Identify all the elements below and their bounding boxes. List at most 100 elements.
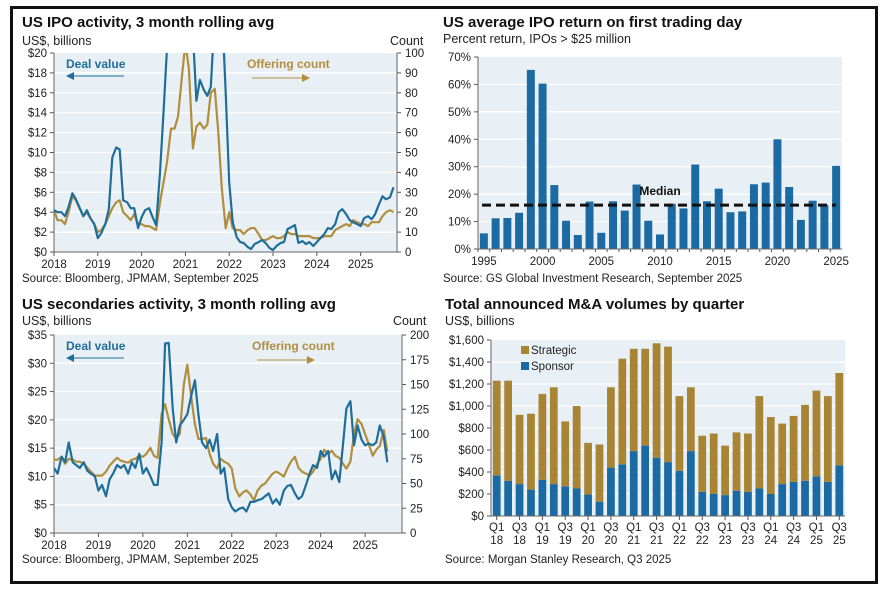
x-tick-label: 2019 xyxy=(85,259,111,271)
x-tick-label-year: 20 xyxy=(582,535,595,547)
bar-sponsor xyxy=(744,491,752,516)
x-tick-label-year: 19 xyxy=(536,535,549,547)
y-tick-label: 10% xyxy=(448,217,471,229)
y2-tick-label: 0 xyxy=(405,247,411,259)
y2-tick-label: 100 xyxy=(405,48,424,60)
bar-sponsor xyxy=(618,464,627,516)
x-tick-label-quarter: Q3 xyxy=(695,522,710,534)
offering-count-line xyxy=(54,363,389,502)
legend-label-strategic: Strategic xyxy=(531,345,577,357)
bar-strategic xyxy=(607,387,615,468)
x-tick-label: 2025 xyxy=(348,259,374,271)
bar-sponsor xyxy=(492,475,501,516)
x-tick-label: 2024 xyxy=(308,540,334,552)
bar-strategic xyxy=(504,380,513,481)
y2-tick-label: 0 xyxy=(410,528,416,540)
bar xyxy=(796,219,805,249)
deal-value-annotation: Deal value xyxy=(66,57,126,71)
bar-sponsor xyxy=(801,480,809,516)
y-tick-label: $0 xyxy=(471,511,484,523)
bar-strategic xyxy=(686,387,695,452)
y-tick-label: $400 xyxy=(458,467,484,479)
bar xyxy=(609,201,618,249)
bar xyxy=(644,220,653,249)
x-tick-label-year: 22 xyxy=(673,535,686,547)
x-tick-label: 1995 xyxy=(471,256,497,268)
x-tick-label: 2005 xyxy=(588,256,614,268)
x-tick-label-year: 20 xyxy=(605,535,618,547)
y-tick-label: $1,200 xyxy=(449,379,484,391)
bar xyxy=(785,187,794,249)
bar-sponsor xyxy=(686,451,695,516)
x-tick-label: 2025 xyxy=(823,256,849,268)
bar-strategic xyxy=(709,433,718,494)
bar xyxy=(714,188,723,249)
legend-swatch-strategic xyxy=(521,346,529,354)
bar xyxy=(550,185,559,249)
x-tick-label: 2000 xyxy=(530,256,556,268)
x-tick-label: 2022 xyxy=(219,540,245,552)
left-arrow-icon xyxy=(66,72,74,80)
offering-count-annotation: Offering count xyxy=(247,57,330,71)
y2-tick-label: 70 xyxy=(405,108,418,120)
bar xyxy=(479,233,488,249)
x-tick-label: 2021 xyxy=(175,540,201,552)
y2-tick-label: 150 xyxy=(410,380,429,392)
bar-sponsor xyxy=(641,445,650,516)
y-tick-label: $14 xyxy=(28,108,48,120)
x-tick-label-year: 19 xyxy=(559,535,572,547)
x-tick-label-quarter: Q3 xyxy=(786,522,801,534)
x-tick-label-quarter: Q3 xyxy=(649,522,664,534)
x-tick-label: 2025 xyxy=(352,540,378,552)
plot-area xyxy=(54,335,402,533)
y2-tick-label: 80 xyxy=(405,88,418,100)
bar xyxy=(632,184,641,249)
x-tick-label-year: 22 xyxy=(696,535,709,547)
y-tick-label: $18 xyxy=(28,68,47,80)
x-tick-label-year: 18 xyxy=(490,535,503,547)
x-tick-label: 2021 xyxy=(173,259,199,271)
y-tick-label: $5 xyxy=(34,500,47,512)
x-tick-label-year: 24 xyxy=(764,535,777,547)
y-tick-label: $8 xyxy=(34,167,47,179)
deal-value-annotation: Deal value xyxy=(66,339,126,353)
x-tick-label-quarter: Q1 xyxy=(672,522,687,534)
bar-strategic xyxy=(664,346,672,463)
bar-sponsor xyxy=(572,488,581,516)
bar-strategic xyxy=(515,414,524,485)
deal-value-line xyxy=(54,53,395,252)
bar xyxy=(491,218,500,249)
y-tick-label: $20 xyxy=(28,48,47,60)
bar xyxy=(702,201,711,249)
y-tick-label: $15 xyxy=(28,443,47,455)
x-tick-label: 2023 xyxy=(263,540,289,552)
bar-strategic xyxy=(789,415,798,482)
y-tick-label: $1,400 xyxy=(449,357,484,369)
panel-ma-volumes: Total announced M&A volumes by quarter U… xyxy=(440,290,884,590)
bar xyxy=(573,235,582,249)
y-axis-label: US$, billions xyxy=(22,314,92,328)
bar-sponsor xyxy=(549,484,558,516)
bar xyxy=(656,234,664,249)
bar-sponsor xyxy=(664,462,672,516)
bar-sponsor xyxy=(584,494,592,516)
bar-strategic xyxy=(698,435,707,492)
bar-sponsor xyxy=(504,480,513,516)
bar-sponsor xyxy=(527,489,535,516)
y-tick-label: 70% xyxy=(448,52,471,64)
x-tick-label-quarter: Q1 xyxy=(489,522,504,534)
bar-strategic xyxy=(744,433,752,492)
bar-sponsor xyxy=(561,486,570,516)
y-tick-label: $0 xyxy=(34,528,47,540)
bar xyxy=(820,205,829,249)
y2-tick-label: 50 xyxy=(405,148,418,160)
panel-secondaries: US secondaries activity, 3 month rolling… xyxy=(0,290,440,590)
bar xyxy=(515,212,524,249)
x-tick-label-year: 24 xyxy=(787,535,800,547)
x-tick-label-quarter: Q3 xyxy=(558,522,573,534)
bar-strategic xyxy=(755,396,764,489)
y-tick-label: $30 xyxy=(28,358,47,370)
y2-tick-label: 30 xyxy=(405,187,418,199)
y-tick-label: $12 xyxy=(28,128,47,140)
x-tick-label-quarter: Q3 xyxy=(832,522,847,534)
